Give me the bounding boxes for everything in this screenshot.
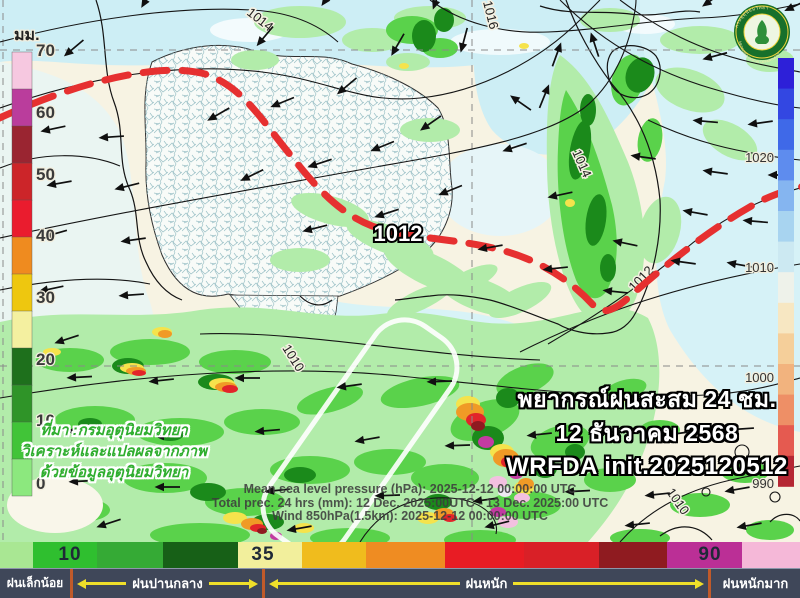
svg-text:0: 0 xyxy=(36,474,45,493)
svg-text:70: 70 xyxy=(36,41,55,60)
legend-color-segment xyxy=(302,542,366,568)
legend-category-bar: ฝนเล็กน้อย ฝนปานกลาง ฝนหนัก ฝนหนักมาก xyxy=(0,568,800,598)
svg-text:1020: 1020 xyxy=(745,150,774,165)
legend-color-segment xyxy=(667,542,742,568)
svg-text:40: 40 xyxy=(36,226,55,245)
legend-arrow-right xyxy=(695,578,704,589)
svg-text:30: 30 xyxy=(36,288,55,307)
forecast-map: 1014 1016 1014 1012 1010 1010 1012 xyxy=(0,0,800,542)
legend-divider xyxy=(708,569,711,598)
svg-text:990: 990 xyxy=(752,476,774,491)
legend-color-segment xyxy=(33,542,97,568)
shear-line-pressure-label: 1012 xyxy=(374,221,423,246)
legend-color-segment xyxy=(599,542,667,568)
svg-text:60: 60 xyxy=(36,103,55,122)
legend-color-segment xyxy=(0,542,33,568)
legend-threshold-10: 10 xyxy=(58,544,82,565)
legend-category-light: ฝนเล็กน้อย xyxy=(6,576,64,590)
pressure-scale-right: 1020 1010 1000 990 xyxy=(744,58,794,492)
legend-color-segment xyxy=(366,542,445,568)
legend-arrow-right xyxy=(249,578,258,589)
legend-category-very-heavy: ฝนหนักมาก xyxy=(722,576,789,591)
svg-text:10: 10 xyxy=(36,411,55,430)
legend-divider xyxy=(262,569,265,598)
rainfall-scale-left: มม. 70 60 50 40 30 20 10 0 xyxy=(11,26,56,497)
unit-label: มม. xyxy=(14,27,40,44)
svg-text:1010: 1010 xyxy=(745,260,774,275)
legend-color-segment xyxy=(742,542,800,568)
legend-arrow-left xyxy=(77,578,86,589)
legend-color-segment xyxy=(97,542,163,568)
graticule xyxy=(0,0,800,542)
svg-text:20: 20 xyxy=(36,350,55,369)
shear-line xyxy=(0,66,800,315)
legend-color-segment xyxy=(238,542,302,568)
svg-text:1000: 1000 xyxy=(745,370,774,385)
legend-category-moderate: ฝนปานกลาง xyxy=(73,569,262,598)
legend-color-segment xyxy=(524,542,599,568)
legend-color-segment xyxy=(445,542,524,568)
svg-text:50: 50 xyxy=(36,165,55,184)
legend-category-heavy: ฝนหนัก xyxy=(265,569,708,598)
coastlines xyxy=(95,0,800,541)
legend-threshold-90: 90 xyxy=(698,544,722,565)
legend-divider xyxy=(70,569,73,598)
legend-color-strip: 10 35 90 xyxy=(0,542,800,568)
legend-color-segment xyxy=(163,542,238,568)
legend-arrow-left xyxy=(269,578,278,589)
legend-threshold-35: 35 xyxy=(251,544,275,565)
rainfall-legend: 10 35 90 ฝนเล็กน้อย ฝนปานกลาง ฝนหนัก ฝนห… xyxy=(0,542,800,598)
focus-area-outline xyxy=(260,317,460,542)
